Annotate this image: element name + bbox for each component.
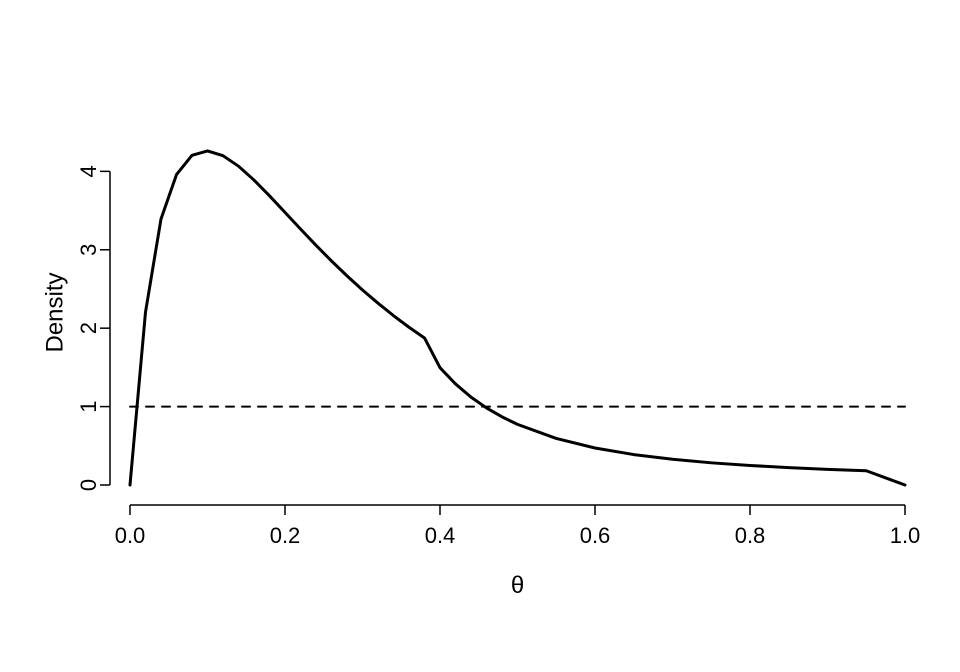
y-tick-label: 2 <box>76 322 101 334</box>
x-tick-label: 1.0 <box>890 523 921 548</box>
density-chart: 0.0 0.2 0.4 0.6 0.8 1.0 θ 0 1 2 3 4 Density <box>0 0 960 672</box>
x-tick-label: 0.0 <box>115 523 146 548</box>
x-axis-label: θ <box>511 572 524 599</box>
y-tick-label: 0 <box>76 479 101 491</box>
x-tick-label: 0.8 <box>735 523 766 548</box>
y-tick-label: 4 <box>76 165 101 177</box>
x-tick-label: 0.6 <box>580 523 611 548</box>
y-tick-label: 3 <box>76 244 101 256</box>
x-tick-label: 0.4 <box>425 523 456 548</box>
y-tick-label: 1 <box>76 400 101 412</box>
y-axis-label: Density <box>41 272 68 352</box>
x-tick-label: 0.2 <box>270 523 301 548</box>
